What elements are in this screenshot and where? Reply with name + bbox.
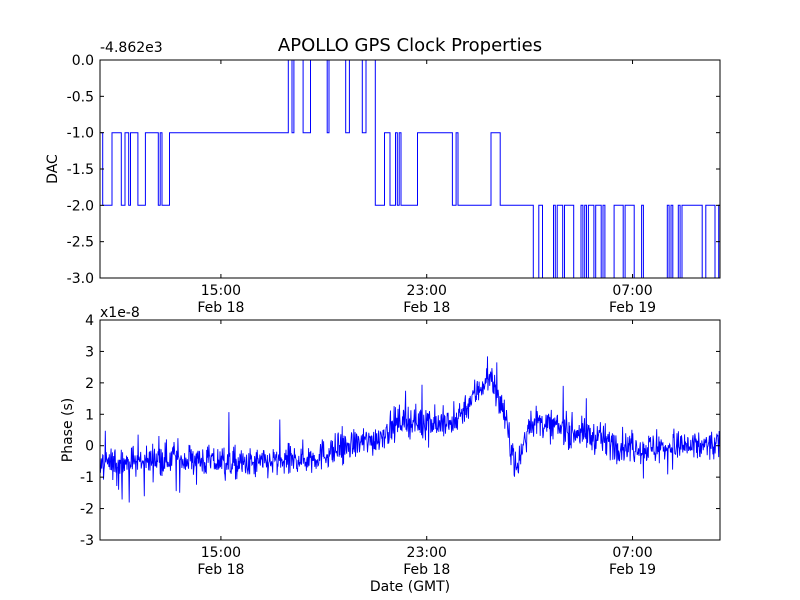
phase-y-ticks: 4 3 2 1 0 -1 -2 -3 [80,313,720,549]
dac-x-tick-date: Feb 18 [197,300,244,316]
figure-title: APOLLO GPS Clock Properties [278,35,542,56]
phase-offset-label: x1e-8 [100,305,140,321]
dac-x-tick-time: 15:00 [201,283,241,299]
phase-x-tick-date: Feb 18 [403,562,450,578]
phase-y-tick-label: -1 [80,470,94,486]
dac-offset-label: -4.862e3 [100,40,163,56]
phase-x-tick-time: 07:00 [612,545,652,561]
dac-y-tick-label: -2.0 [67,198,94,214]
dac-x-tick-date: Feb 19 [609,300,656,316]
dac-x-tick-date: Feb 18 [403,300,450,316]
phase-x-tick-time: 23:00 [407,545,447,561]
phase-y-tick-label: -2 [80,502,94,518]
phase-y-tick-label: 4 [85,313,94,329]
dac-y-tick-label: -1.0 [67,126,94,142]
dac-y-ticks: 0.0 -0.5 -1.0 -1.5 -2.0 -2.5 -3.0 [67,53,720,287]
phase-axes-frame [99,319,721,541]
dac-y-tick-label: -1.5 [67,162,94,178]
phase-y-tick-label: 3 [85,344,94,360]
dac-y-tick-label: -3.0 [67,271,94,287]
dac-y-tick-label: 0.0 [72,53,94,69]
dac-y-tick-label: -0.5 [67,89,94,105]
phase-x-tick-time: 15:00 [201,545,241,561]
phase-y-tick-label: 1 [85,407,94,423]
phase-y-axis-label: Phase (s) [60,398,76,462]
phase-x-axis-label: Date (GMT) [370,579,450,595]
dac-x-tick-time: 23:00 [407,283,447,299]
phase-y-tick-label: 2 [85,376,94,392]
dac-y-axis-label: DAC [45,154,61,184]
phase-y-tick-label: 0 [85,439,94,455]
phase-x-tick-date: Feb 19 [609,562,656,578]
phase-series [99,356,721,503]
phase-series-line [99,356,721,503]
phase-x-tick-date: Feb 18 [197,562,244,578]
dac-x-tick-time: 07:00 [612,283,652,299]
phase-y-tick-label: -3 [80,533,94,549]
dac-y-tick-label: -2.5 [67,235,94,251]
